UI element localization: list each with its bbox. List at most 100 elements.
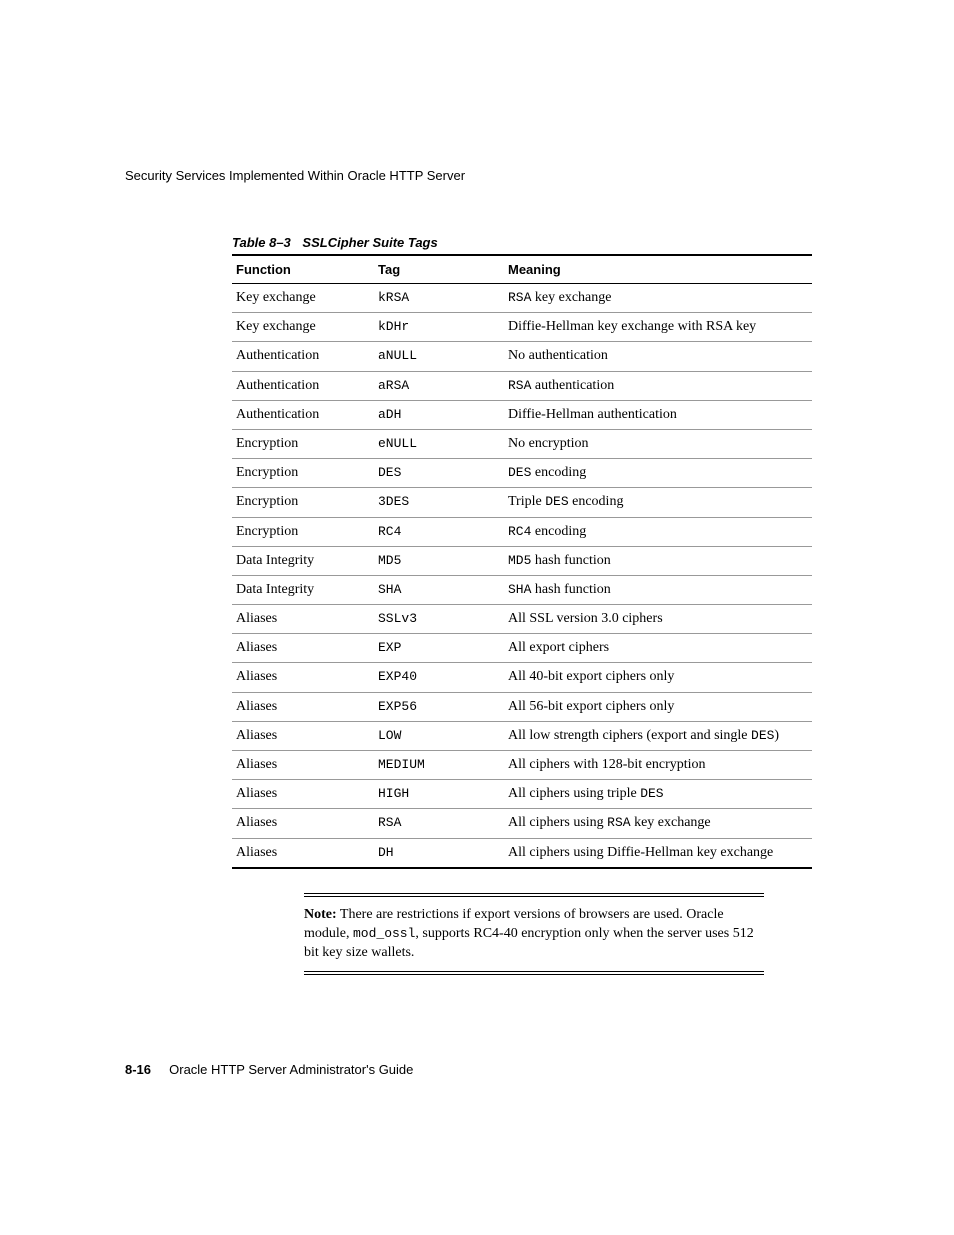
tag-code: RSA (378, 815, 401, 830)
table-row: Key exchangekRSARSA key exchange (232, 284, 812, 313)
mono-term: RSA (508, 290, 531, 305)
cell-tag: aRSA (374, 371, 504, 400)
cell-meaning: All ciphers using Diffie-Hellman key exc… (504, 838, 812, 868)
cell-tag: RC4 (374, 517, 504, 546)
text-run: hash function (531, 582, 610, 597)
cell-function: Aliases (232, 634, 374, 663)
tag-code: kRSA (378, 290, 409, 305)
note-block: Note: There are restrictions if export v… (304, 893, 764, 975)
cell-function: Aliases (232, 809, 374, 838)
tag-code: LOW (378, 728, 401, 743)
cell-tag: kRSA (374, 284, 504, 313)
table-row: AuthenticationaRSA RSA authentication (232, 371, 812, 400)
cell-tag: MD5 (374, 546, 504, 575)
tag-code: MEDIUM (378, 757, 425, 772)
cell-function: Authentication (232, 371, 374, 400)
text-run: Triple (508, 494, 545, 509)
tag-code: EXP40 (378, 669, 417, 684)
table-caption: Table 8–3 SSLCipher Suite Tags (232, 235, 812, 250)
cell-tag: aDH (374, 400, 504, 429)
table-row: Aliases EXP40 All 40-bit export ciphers on… (232, 663, 812, 692)
cell-tag: MEDIUM (374, 751, 504, 780)
cell-function: Aliases (232, 692, 374, 721)
text-run: encoding (531, 524, 586, 539)
table-row: AuthenticationaNULLNo authentication (232, 342, 812, 371)
text-run: No encryption (508, 436, 588, 451)
cell-meaning: All ciphers with 128-bit encryption (504, 751, 812, 780)
footer-title: Oracle HTTP Server Administrator's Guide (169, 1062, 413, 1077)
mono-term: mod_ossl (353, 926, 415, 941)
tag-code: aDH (378, 407, 401, 422)
cell-function: Encryption (232, 517, 374, 546)
table-row: Authentication aDH Diffie-Hellman authenti… (232, 400, 812, 429)
cell-function: Aliases (232, 605, 374, 634)
text-run: All ciphers using triple (508, 786, 640, 801)
cell-tag: HIGH (374, 780, 504, 809)
text-run: hash function (531, 553, 610, 568)
note-label: Note: (304, 907, 337, 922)
table-row: EncryptionDESDES encoding (232, 459, 812, 488)
table-row: Encryption3DESTriple DES encoding (232, 488, 812, 517)
cell-function: Aliases (232, 721, 374, 750)
table-row: Aliases MEDIUM All ciphers with 128-bit en… (232, 751, 812, 780)
cell-function: Aliases (232, 780, 374, 809)
tag-code: EXP (378, 640, 401, 655)
page: Security Services Implemented Within Ora… (0, 0, 954, 1235)
cell-meaning: Diffie-Hellman key exchange with RSA key (504, 313, 812, 342)
cell-meaning: Diffie-Hellman authentication (504, 400, 812, 429)
note-body: There are restrictions if export version… (304, 907, 754, 961)
text-run: All ciphers using Diffie-Hellman key exc… (508, 845, 773, 860)
table-row: Data IntegrityMD5MD5 hash function (232, 546, 812, 575)
sslcipher-table: Function Tag Meaning Key exchange kRSA RSA… (232, 254, 812, 869)
cell-meaning: DES encoding (504, 459, 812, 488)
cell-function: Authentication (232, 400, 374, 429)
text-run: authentication (531, 378, 614, 393)
table-row: Aliases LOW All low strength ciphers (expo… (232, 721, 812, 750)
table-row: Data IntegritySHASHA hash function (232, 575, 812, 604)
mono-term: DES (508, 465, 531, 480)
content-area: Table 8–3 SSLCipher Suite Tags Function … (232, 235, 812, 975)
cell-meaning: All ciphers using triple DES (504, 780, 812, 809)
cell-function: Data Integrity (232, 575, 374, 604)
cell-meaning: All ciphers using RSA key exchange (504, 809, 812, 838)
table-row: EncryptioneNULLNo encryption (232, 429, 812, 458)
cell-tag: EXP40 (374, 663, 504, 692)
cell-function: Aliases (232, 751, 374, 780)
table-header-row: Function Tag Meaning (232, 255, 812, 284)
mono-term: MD5 (508, 553, 531, 568)
tag-code: RC4 (378, 524, 401, 539)
tag-code: DES (378, 465, 401, 480)
table-caption-number: Table 8–3 (232, 235, 291, 250)
mono-term: DES (545, 494, 568, 509)
cell-function: Data Integrity (232, 546, 374, 575)
text-run: key exchange (531, 290, 611, 305)
text-run: No authentication (508, 348, 608, 363)
text-run: All 56-bit export ciphers only (508, 699, 674, 714)
tag-code: HIGH (378, 786, 409, 801)
cell-function: Key exchange (232, 313, 374, 342)
col-header-meaning: Meaning (504, 255, 812, 284)
table-row: AliasesSSLv3All SSL version 3.0 ciphers (232, 605, 812, 634)
page-footer: 8-16 Oracle HTTP Server Administrator's … (125, 1062, 413, 1077)
cell-tag: EXP56 (374, 692, 504, 721)
cell-meaning: No encryption (504, 429, 812, 458)
mono-term: DES (751, 728, 774, 743)
cell-function: Encryption (232, 459, 374, 488)
mono-term: RC4 (508, 524, 531, 539)
cell-function: Aliases (232, 663, 374, 692)
cell-meaning: No authentication (504, 342, 812, 371)
cell-tag: EXP (374, 634, 504, 663)
text-run: encoding (531, 465, 586, 480)
text-run: All ciphers using (508, 815, 607, 830)
note-rule-bottom-2 (304, 974, 764, 975)
col-header-function: Function (232, 255, 374, 284)
tag-code: eNULL (378, 436, 417, 451)
text-run: All export ciphers (508, 640, 609, 655)
mono-term: RSA (508, 378, 531, 393)
mono-term: RSA (607, 815, 630, 830)
cell-function: Encryption (232, 488, 374, 517)
text-run: All 40-bit export ciphers only (508, 669, 674, 684)
cell-meaning: Triple DES encoding (504, 488, 812, 517)
cell-tag: aNULL (374, 342, 504, 371)
cell-meaning: All low strength ciphers (export and sin… (504, 721, 812, 750)
